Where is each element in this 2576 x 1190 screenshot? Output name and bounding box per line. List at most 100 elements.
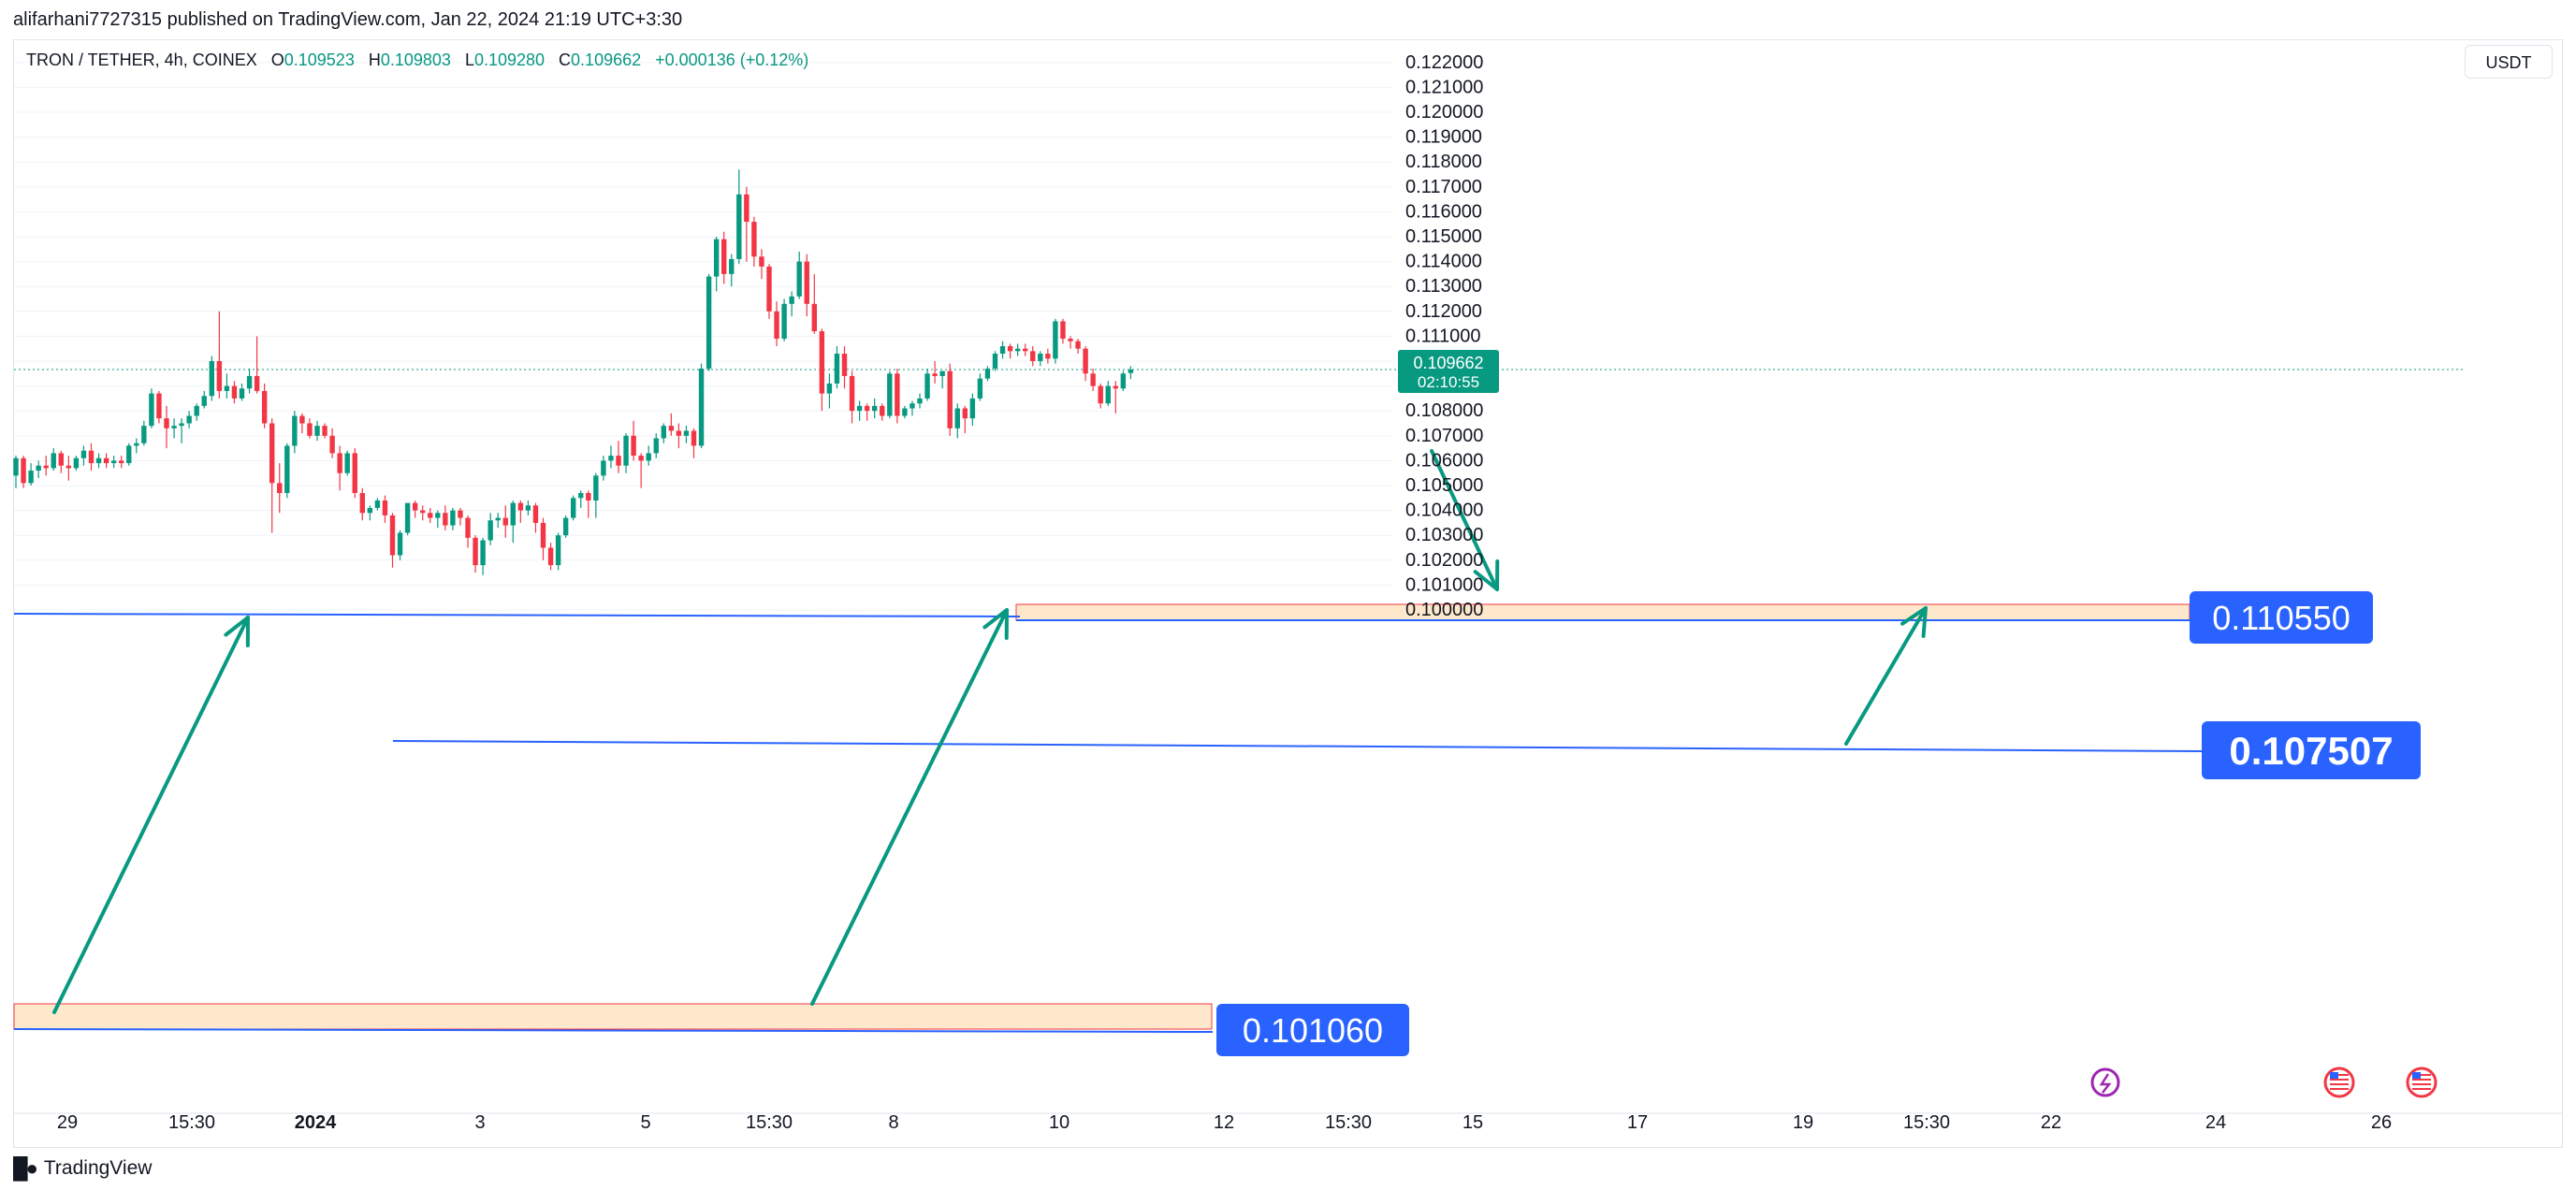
candle-body <box>517 502 524 511</box>
candle-body <box>796 261 802 297</box>
arrow-layer <box>52 449 1928 1014</box>
candle <box>540 517 546 560</box>
candle <box>781 298 787 341</box>
candle <box>1120 370 1127 391</box>
candle-body <box>676 430 682 436</box>
candle <box>1105 381 1111 406</box>
candle <box>502 505 508 538</box>
support-zone <box>13 1003 1213 1030</box>
candle <box>841 346 848 389</box>
level-label-107507-box <box>2202 721 2421 779</box>
candle-body <box>119 460 124 464</box>
currency-button[interactable]: USDT <box>2465 45 2553 79</box>
candle-body <box>389 515 396 556</box>
candle-body <box>939 370 945 376</box>
candle <box>864 403 870 421</box>
candle-body <box>428 513 433 518</box>
candle-body <box>134 443 139 446</box>
candle <box>834 346 840 389</box>
candle <box>382 495 388 523</box>
candle <box>1128 366 1134 380</box>
candle-body <box>826 383 833 394</box>
candle <box>1045 348 1051 364</box>
time-tick-label: 2024 <box>295 1112 337 1133</box>
candle <box>473 535 478 573</box>
candle <box>412 500 418 518</box>
candle <box>849 370 855 424</box>
price-tick-label: 0.105000 <box>1405 475 1483 496</box>
level-label-110550-text: 0.110550 <box>2212 599 2350 637</box>
candle <box>932 361 938 384</box>
us-flag-event-icon <box>2323 1067 2355 1098</box>
candle-body <box>646 453 651 461</box>
candle-body <box>1128 370 1134 373</box>
candle-body <box>254 375 260 391</box>
price-tick-label: 0.112000 <box>1405 301 1482 322</box>
candle-body <box>555 535 561 566</box>
candle-body <box>1090 373 1096 386</box>
candle-body <box>156 393 162 419</box>
candle <box>164 405 169 449</box>
candle <box>796 251 802 299</box>
us-flag-event-icon <box>2406 1067 2438 1098</box>
level-label-107507-text: 0.107507 <box>2229 729 2393 773</box>
candle-body <box>344 453 350 473</box>
candle <box>616 441 621 473</box>
candle-body <box>314 426 320 436</box>
candle-body <box>631 435 636 457</box>
candle <box>186 411 192 428</box>
candle <box>698 363 705 449</box>
tradingview-logo[interactable]: █● TradingView <box>13 1156 152 1181</box>
candle <box>571 495 576 521</box>
candle <box>119 456 124 469</box>
zone-layer <box>13 603 2190 1030</box>
price-tick-label: 0.102000 <box>1405 550 1483 571</box>
candle-body <box>88 450 95 464</box>
time-tick-label: 24 <box>2205 1112 2226 1133</box>
candle-body <box>1120 373 1127 389</box>
candle <box>683 426 690 443</box>
price-tick-label: 0.101000 <box>1405 574 1483 595</box>
candle <box>277 463 283 514</box>
open-label: O <box>270 51 284 69</box>
candle-body <box>397 532 403 556</box>
up-arrow-3 <box>1844 606 1928 746</box>
candle <box>721 231 727 284</box>
candle-body <box>721 239 727 274</box>
header-bar: alifarhani7727315 published on TradingVi… <box>0 0 2576 39</box>
candle-body <box>307 423 313 436</box>
candle-body <box>488 520 493 541</box>
candle <box>1083 346 1088 382</box>
candle-body <box>1075 341 1081 349</box>
candle-body <box>849 375 855 412</box>
candle <box>661 423 666 443</box>
chart-frame[interactable] <box>13 39 2563 1148</box>
candle <box>58 450 64 473</box>
candle <box>292 411 298 454</box>
candle <box>141 420 147 446</box>
candle <box>910 400 915 416</box>
price-tick-label: 0.119000 <box>1405 127 1482 148</box>
candle-body <box>299 415 305 424</box>
candle <box>1113 381 1118 414</box>
candle-body <box>58 453 64 466</box>
price-tick-label: 0.118000 <box>1405 152 1482 172</box>
candle <box>555 532 561 571</box>
candle-body <box>36 465 41 472</box>
candle <box>374 498 381 511</box>
candle-body <box>759 256 764 267</box>
candle-body <box>261 390 268 424</box>
candle <box>902 405 908 419</box>
candle <box>1038 351 1043 367</box>
price-tick-label: 0.122000 <box>1405 52 1483 73</box>
candle <box>1068 336 1073 349</box>
candle <box>51 448 56 472</box>
candle-body <box>269 423 275 484</box>
candle-body <box>540 522 546 548</box>
candle-body <box>246 375 253 389</box>
candle <box>201 390 207 409</box>
published-caption: alifarhani7727315 published on TradingVi… <box>13 9 683 30</box>
candle-body <box>902 408 908 416</box>
lightning-event-icon <box>2090 1067 2120 1097</box>
